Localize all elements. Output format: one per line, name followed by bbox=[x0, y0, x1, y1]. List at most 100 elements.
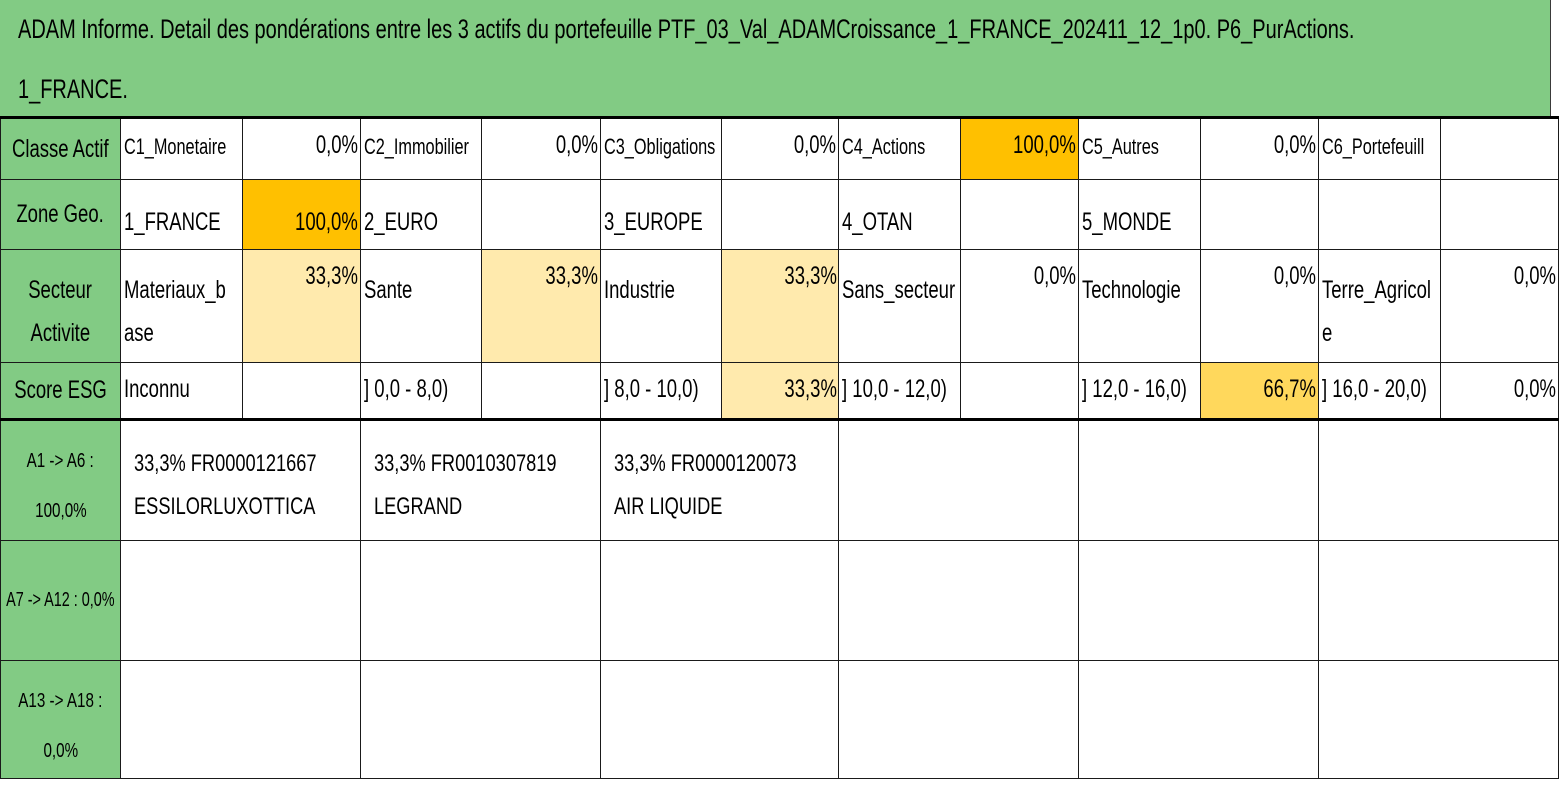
secteur-value-cell: 0,0% bbox=[1200, 249, 1320, 363]
secteur-row: Secteur Activite Materiaux_b ase 33,3% San… bbox=[0, 249, 1559, 363]
secteur-name-line-1: Sans_secteur bbox=[842, 276, 956, 304]
asset-cell-empty bbox=[359, 660, 601, 779]
asset-cell-empty bbox=[1318, 419, 1559, 541]
assets-group-2-label: A7 -> A12 : 0,0% bbox=[6, 589, 115, 611]
esg-value-cell bbox=[960, 362, 1080, 421]
asset-cell-empty bbox=[1318, 660, 1559, 779]
asset-name: ESSILORLUXOTTICA bbox=[133, 493, 316, 520]
classe-value-cell: 0,0% bbox=[480, 116, 601, 180]
esg-label-cell: Score ESG bbox=[0, 362, 121, 421]
assets-row-2: A7 -> A12 : 0,0% bbox=[0, 540, 1559, 661]
asset-cell-empty bbox=[1078, 540, 1320, 661]
esg-name-cell: ] 8,0 - 10,0) bbox=[599, 362, 722, 421]
asset-cell: 33,3% FR0000121667 ESSILORLUXOTTICA bbox=[119, 419, 361, 541]
asset-cell-empty bbox=[119, 540, 361, 661]
secteur-value: 0,0% bbox=[1034, 262, 1077, 290]
asset-cell-empty bbox=[599, 660, 840, 779]
zone-name-cell: 5_MONDE bbox=[1078, 179, 1202, 250]
assets-row-1: A1 -> A6 : 100,0% 33,3% FR0000121667 ESSIL… bbox=[0, 419, 1559, 541]
classe-name-cell: C5_Autres bbox=[1078, 116, 1202, 180]
asset-cell-empty bbox=[359, 540, 601, 661]
classe-value: 0,0% bbox=[1273, 131, 1317, 159]
secteur-label-cell: Secteur Activite bbox=[0, 249, 121, 363]
esg-value: 0,0% bbox=[1513, 375, 1556, 403]
esg-value: 33,3% bbox=[783, 375, 837, 403]
zone-name-cell: 1_FRANCE bbox=[119, 179, 243, 250]
esg-name-cell: ] 0,0 - 8,0) bbox=[359, 362, 482, 421]
zone-name-cell: 3_EUROPE bbox=[599, 179, 722, 250]
report-title-bar: ADAM Informe. Detail des pondérations en… bbox=[0, 0, 1551, 116]
secteur-name-line-2: ase bbox=[123, 319, 154, 347]
zone-label: Zone Geo. bbox=[16, 200, 105, 228]
asset-name: LEGRAND bbox=[373, 493, 462, 520]
report-title-line-1: ADAM Informe. Detail des pondérations en… bbox=[18, 14, 1355, 44]
zone-name-cell: 4_OTAN bbox=[838, 179, 962, 250]
secteur-name-cell: Industrie bbox=[599, 249, 722, 363]
classe-name: C4_Actions bbox=[842, 134, 926, 159]
esg-name: ] 10,0 - 12,0) bbox=[842, 375, 948, 403]
esg-name: ] 8,0 - 10,0) bbox=[603, 375, 699, 403]
assets-group-1-label-cell: A1 -> A6 : 100,0% bbox=[0, 419, 121, 541]
assets-group-1-line-2: 100,0% bbox=[34, 500, 87, 522]
secteur-value: 33,3% bbox=[545, 262, 598, 290]
secteur-value-cell: 33,3% bbox=[480, 249, 601, 363]
secteur-value: 0,0% bbox=[1513, 262, 1556, 290]
zone-value-cell bbox=[1200, 179, 1320, 250]
esg-value-cell: 66,7% bbox=[1200, 362, 1320, 421]
asset-cell-empty bbox=[599, 540, 840, 661]
zone-value-cell: 100,0% bbox=[241, 179, 361, 250]
secteur-name-cell: Terre_Agricol e bbox=[1318, 249, 1441, 363]
asset-cell-empty bbox=[838, 660, 1080, 779]
weights-table: Classe Actif C1_Monetaire 0,0% C2_Immobi… bbox=[0, 116, 1559, 779]
secteur-name-cell: Sans_secteur bbox=[838, 249, 962, 363]
esg-name: ] 0,0 - 8,0) bbox=[363, 375, 449, 403]
zone-value-cell bbox=[1440, 179, 1559, 250]
secteur-value: 33,3% bbox=[783, 262, 837, 290]
classe-name: C3_Obligations bbox=[603, 134, 715, 159]
esg-name: ] 16,0 - 20,0) bbox=[1322, 375, 1427, 403]
secteur-name-line-1: Technologie bbox=[1082, 276, 1182, 304]
assets-group-1-line-1: A1 -> A6 : bbox=[26, 450, 95, 472]
zone-value: 100,0% bbox=[295, 208, 358, 236]
esg-row: Score ESG Inconnu ] 0,0 - 8,0) ] 8,0 - 1… bbox=[0, 362, 1559, 421]
assets-group-3-line-2: 0,0% bbox=[43, 740, 78, 762]
zone-name-cell bbox=[1318, 179, 1441, 250]
classe-value-cell bbox=[1440, 116, 1559, 180]
secteur-label-line-2: Activite bbox=[30, 319, 91, 347]
esg-name-cell: ] 16,0 - 20,0) bbox=[1318, 362, 1441, 421]
asset-cell: 33,3% FR0000120073 AIR LIQUIDE bbox=[599, 419, 840, 541]
esg-name: Inconnu bbox=[123, 375, 190, 403]
classe-name: C5_Autres bbox=[1082, 134, 1160, 159]
esg-label: Score ESG bbox=[14, 376, 107, 404]
zone-value-cell bbox=[480, 179, 601, 250]
secteur-value-cell: 33,3% bbox=[720, 249, 840, 363]
classe-value: 0,0% bbox=[555, 131, 598, 159]
zone-name: 3_EUROPE bbox=[603, 208, 703, 236]
classe-row: Classe Actif C1_Monetaire 0,0% C2_Immobi… bbox=[0, 116, 1559, 180]
secteur-name-line-1: Industrie bbox=[603, 276, 675, 304]
asset-cell-empty bbox=[838, 419, 1080, 541]
secteur-label-line-1: Secteur bbox=[28, 276, 93, 304]
secteur-value-cell: 0,0% bbox=[960, 249, 1080, 363]
esg-value-cell bbox=[241, 362, 361, 421]
secteur-value: 0,0% bbox=[1273, 262, 1317, 290]
zone-row: Zone Geo. 1_FRANCE 100,0% 2_EURO 3_EUROP… bbox=[0, 179, 1559, 250]
zone-value-cell bbox=[960, 179, 1080, 250]
asset-cell-empty bbox=[1318, 540, 1559, 661]
classe-name: C6_Portefeuill bbox=[1322, 134, 1425, 159]
classe-value-cell: 100,0% bbox=[960, 116, 1080, 180]
classe-name-cell: C4_Actions bbox=[838, 116, 962, 180]
zone-name: 4_OTAN bbox=[842, 208, 914, 236]
secteur-value-cell: 0,0% bbox=[1440, 249, 1559, 363]
classe-name-cell: C3_Obligations bbox=[599, 116, 722, 180]
zone-label-cell: Zone Geo. bbox=[0, 179, 121, 250]
esg-name-cell: ] 12,0 - 16,0) bbox=[1078, 362, 1202, 421]
asset-name: AIR LIQUIDE bbox=[613, 493, 723, 520]
asset-weight-isin: 33,3% FR0010307819 bbox=[373, 450, 557, 477]
classe-name-cell: C1_Monetaire bbox=[119, 116, 243, 180]
esg-value-cell: 0,0% bbox=[1440, 362, 1559, 421]
report-title-line-2: 1_FRANCE. bbox=[18, 74, 128, 104]
classe-value: 100,0% bbox=[1013, 131, 1077, 159]
secteur-value-cell: 33,3% bbox=[241, 249, 361, 363]
zone-name: 1_FRANCE bbox=[123, 208, 221, 236]
